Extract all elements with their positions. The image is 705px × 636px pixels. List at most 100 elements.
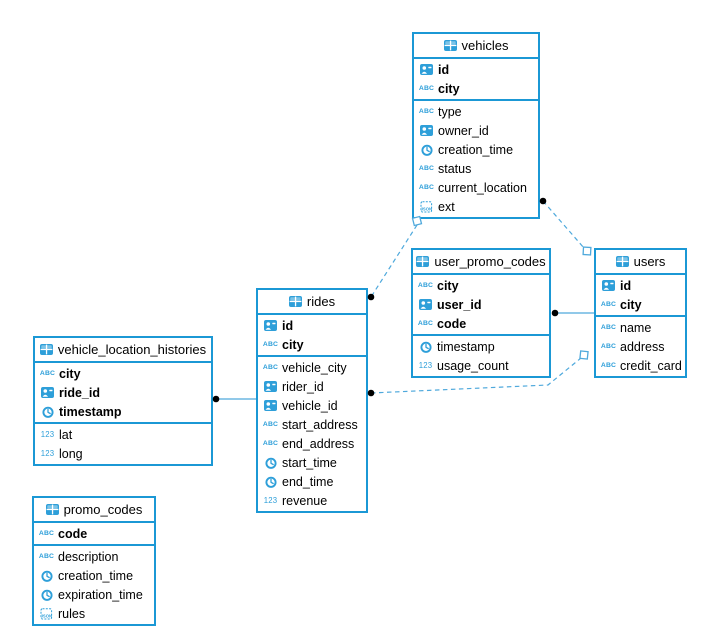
column-row-name[interactable]: ABC name: [596, 318, 685, 337]
column-row-usage_count[interactable]: 123 usage_count: [413, 356, 549, 375]
relation-dot-endpoint: [212, 395, 220, 403]
text-type-icon: ABC: [417, 320, 434, 327]
relation-vehicles-to-users[interactable]: [539, 197, 592, 256]
column-name: id: [620, 278, 632, 293]
table-icon: [443, 40, 457, 51]
columns-section: 123 lat 123 long: [35, 422, 211, 464]
column-row-ride_id[interactable]: ride_id: [35, 383, 211, 402]
relation-vehicle_location_histories-to-rides[interactable]: [212, 395, 256, 403]
table-header[interactable]: rides: [258, 290, 366, 315]
uuid-type-icon: [263, 320, 278, 331]
relation-diamond-endpoint: [582, 246, 592, 256]
column-name: user_id: [437, 297, 482, 312]
column-row-owner_id[interactable]: owner_id: [414, 121, 538, 140]
text-type-icon: ABC: [600, 301, 617, 308]
entity-table-promo_codes[interactable]: promo_codes ABC code ABC description creation…: [32, 496, 156, 626]
columns-section: ABC vehicle_city rider_id vehicle_id ABC star…: [258, 355, 366, 511]
column-row-start_time[interactable]: start_time: [258, 453, 366, 472]
column-name: start_time: [282, 455, 337, 470]
relation-line[interactable]: [542, 200, 585, 249]
column-row-end_time[interactable]: end_time: [258, 472, 366, 491]
column-row-code[interactable]: ABC code: [413, 314, 549, 333]
column-name: ride_id: [59, 385, 100, 400]
column-row-vehicle_id[interactable]: vehicle_id: [258, 396, 366, 415]
table-title: users: [633, 254, 666, 269]
table-title: vehicles: [461, 38, 509, 53]
column-row-city[interactable]: ABC city: [35, 364, 211, 383]
relation-user_promo_codes-to-users[interactable]: [551, 309, 594, 317]
entity-table-user_promo_codes[interactable]: user_promo_codes ABC city user_id ABC code tim…: [411, 248, 551, 378]
timestamp-type-icon: [263, 476, 278, 488]
column-row-id[interactable]: id: [414, 60, 538, 79]
column-row-status[interactable]: ABC status: [414, 159, 538, 178]
column-row-code[interactable]: ABC code: [34, 524, 154, 543]
column-name: city: [620, 297, 642, 312]
table-icon: [45, 504, 59, 515]
text-type-icon: ABC: [38, 553, 55, 560]
entity-table-rides[interactable]: rides id ABC city ABC vehicle_city rider_id veh…: [256, 288, 368, 513]
column-name: creation_time: [438, 142, 514, 157]
number-type-icon: 123: [40, 430, 55, 439]
column-name: current_location: [438, 180, 527, 195]
relation-line[interactable]: [370, 357, 582, 394]
relation-line[interactable]: [370, 224, 418, 298]
entity-table-users[interactable]: users id ABC city ABC name ABC address ABC credit…: [594, 248, 687, 378]
columns-section: ABC type owner_id creation_time ABC status ABC…: [414, 99, 538, 217]
uuid-type-icon: [40, 387, 55, 398]
column-row-ext[interactable]: JSON ext: [414, 197, 538, 216]
column-row-rules[interactable]: JSON rules: [34, 604, 154, 623]
entity-table-vehicle_location_histories[interactable]: vehicle_location_histories ABC city ride_id…: [33, 336, 213, 466]
table-header[interactable]: promo_codes: [34, 498, 154, 523]
column-row-expiration_time[interactable]: expiration_time: [34, 585, 154, 604]
table-title: rides: [306, 294, 336, 309]
timestamp-type-icon: [39, 570, 54, 582]
column-row-end_address[interactable]: ABC end_address: [258, 434, 366, 453]
columns-section: ABC name ABC address ABC credit_card: [596, 315, 685, 376]
table-header[interactable]: users: [596, 250, 685, 275]
column-row-rider_id[interactable]: rider_id: [258, 377, 366, 396]
table-header[interactable]: vehicles: [414, 34, 538, 59]
column-row-creation_time[interactable]: creation_time: [34, 566, 154, 585]
text-type-icon: ABC: [262, 364, 279, 371]
key-columns-section: id ABC city: [596, 275, 685, 315]
timestamp-type-icon: [39, 589, 54, 601]
column-row-credit_card[interactable]: ABC credit_card: [596, 356, 685, 375]
column-row-city[interactable]: ABC city: [596, 295, 685, 314]
uuid-type-icon: [601, 280, 616, 291]
column-row-city[interactable]: ABC city: [413, 276, 549, 295]
column-name: city: [438, 81, 460, 96]
column-row-type[interactable]: ABC type: [414, 102, 538, 121]
column-row-timestamp[interactable]: timestamp: [35, 402, 211, 421]
relation-rides-to-users[interactable]: [367, 350, 589, 397]
column-row-vehicle_city[interactable]: ABC vehicle_city: [258, 358, 366, 377]
column-name: timestamp: [437, 339, 495, 354]
column-row-start_address[interactable]: ABC start_address: [258, 415, 366, 434]
column-name: rules: [58, 606, 86, 621]
column-row-long[interactable]: 123 long: [35, 444, 211, 463]
column-row-timestamp[interactable]: timestamp: [413, 337, 549, 356]
column-row-city[interactable]: ABC city: [258, 335, 366, 354]
timestamp-type-icon: [40, 406, 55, 418]
column-row-id[interactable]: id: [258, 316, 366, 335]
entity-table-vehicles[interactable]: vehicles id ABC city ABC type owner_id creation…: [412, 32, 540, 219]
column-row-creation_time[interactable]: creation_time: [414, 140, 538, 159]
column-row-description[interactable]: ABC description: [34, 547, 154, 566]
table-header[interactable]: user_promo_codes: [413, 250, 549, 275]
key-columns-section: ABC city ride_id timestamp: [35, 363, 211, 422]
table-icon: [416, 256, 430, 267]
column-row-city[interactable]: ABC city: [414, 79, 538, 98]
svg-text:JSON: JSON: [41, 613, 52, 618]
number-type-icon: 123: [263, 496, 278, 505]
table-header[interactable]: vehicle_location_histories: [35, 338, 211, 363]
column-row-current_location[interactable]: ABC current_location: [414, 178, 538, 197]
text-type-icon: ABC: [418, 108, 435, 115]
column-row-id[interactable]: id: [596, 276, 685, 295]
column-row-revenue[interactable]: 123 revenue: [258, 491, 366, 510]
column-row-lat[interactable]: 123 lat: [35, 425, 211, 444]
column-row-user_id[interactable]: user_id: [413, 295, 549, 314]
relation-vehicles-to-rides[interactable]: [367, 215, 423, 301]
column-row-address[interactable]: ABC address: [596, 337, 685, 356]
column-name: owner_id: [438, 123, 489, 138]
